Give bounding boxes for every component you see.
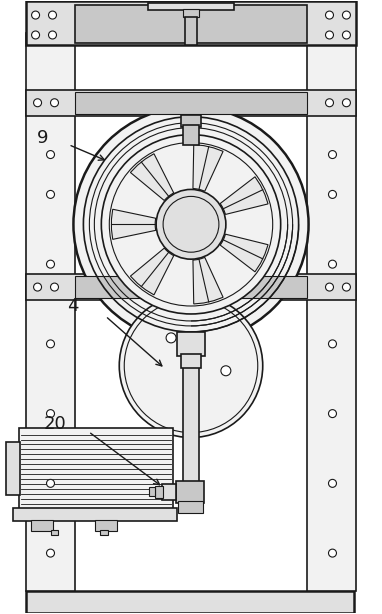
Bar — [50, 530, 58, 535]
Circle shape — [156, 190, 226, 259]
Circle shape — [342, 283, 350, 291]
Polygon shape — [220, 177, 268, 214]
Bar — [181, 354, 201, 368]
Circle shape — [329, 150, 337, 158]
Circle shape — [329, 190, 337, 198]
Circle shape — [47, 150, 55, 158]
Circle shape — [50, 283, 58, 291]
Circle shape — [329, 260, 337, 268]
Bar — [176, 481, 204, 503]
Circle shape — [325, 31, 333, 39]
Bar — [148, 3, 234, 10]
Circle shape — [47, 480, 55, 488]
Circle shape — [47, 549, 55, 557]
Polygon shape — [130, 154, 174, 200]
Circle shape — [192, 332, 200, 340]
Circle shape — [329, 410, 337, 418]
Circle shape — [47, 410, 55, 418]
Bar — [149, 488, 155, 496]
Circle shape — [49, 31, 57, 39]
Circle shape — [325, 11, 333, 19]
Circle shape — [34, 99, 42, 107]
Polygon shape — [193, 257, 223, 304]
Circle shape — [325, 283, 333, 291]
Bar — [96, 520, 117, 531]
Circle shape — [73, 107, 309, 342]
Polygon shape — [220, 234, 268, 272]
Bar — [177, 332, 205, 356]
Bar — [181, 115, 201, 126]
Text: 9: 9 — [37, 128, 48, 147]
Bar — [183, 125, 199, 144]
Bar — [26, 1, 356, 45]
Bar — [13, 508, 177, 521]
Circle shape — [325, 99, 333, 107]
Bar — [19, 427, 173, 509]
Circle shape — [342, 99, 350, 107]
Text: 4: 4 — [67, 297, 78, 315]
Text: 20: 20 — [44, 414, 67, 433]
Bar — [31, 520, 52, 531]
Circle shape — [47, 260, 55, 268]
Polygon shape — [112, 209, 155, 239]
Bar — [307, 33, 356, 591]
Circle shape — [47, 190, 55, 198]
Bar — [100, 530, 108, 535]
Bar — [75, 91, 307, 114]
Bar — [183, 363, 199, 513]
Circle shape — [32, 11, 40, 19]
Circle shape — [166, 333, 176, 343]
Bar — [185, 17, 197, 45]
Bar — [183, 9, 199, 17]
Circle shape — [34, 283, 42, 291]
Circle shape — [32, 31, 40, 39]
Circle shape — [329, 480, 337, 488]
Bar — [185, 125, 197, 139]
Bar — [6, 441, 19, 495]
Bar — [26, 274, 356, 300]
Circle shape — [50, 99, 58, 107]
Circle shape — [342, 31, 350, 39]
Circle shape — [101, 134, 281, 314]
Polygon shape — [193, 145, 223, 191]
Circle shape — [221, 366, 231, 376]
Bar — [162, 484, 176, 500]
Circle shape — [342, 11, 350, 19]
Bar — [178, 501, 203, 513]
Bar — [26, 90, 356, 115]
Bar — [75, 5, 307, 43]
Circle shape — [329, 549, 337, 557]
Circle shape — [329, 340, 337, 348]
Bar — [26, 33, 75, 591]
Circle shape — [47, 340, 55, 348]
Bar — [26, 591, 354, 613]
Bar — [75, 276, 307, 298]
Polygon shape — [130, 248, 174, 295]
Circle shape — [49, 11, 57, 19]
Circle shape — [119, 294, 263, 438]
Bar — [155, 486, 163, 499]
